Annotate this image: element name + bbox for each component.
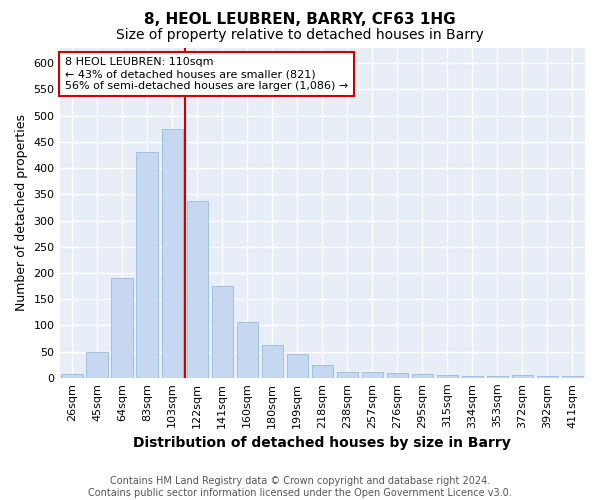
Bar	[187, 200, 208, 378]
Bar	[337, 372, 358, 378]
Text: 8, HEOL LEUBREN, BARRY, CF63 1HG: 8, HEOL LEUBREN, BARRY, CF63 1HG	[144, 12, 456, 28]
Bar	[161, 129, 183, 378]
Bar	[562, 376, 583, 378]
Text: Size of property relative to detached houses in Barry: Size of property relative to detached ho…	[116, 28, 484, 42]
Bar	[287, 354, 308, 378]
Bar	[236, 322, 258, 378]
Bar	[512, 375, 533, 378]
Bar	[437, 375, 458, 378]
Y-axis label: Number of detached properties: Number of detached properties	[15, 114, 28, 311]
Bar	[362, 372, 383, 378]
Bar	[61, 374, 83, 378]
Bar	[387, 373, 408, 378]
Bar	[136, 152, 158, 378]
Bar	[262, 346, 283, 378]
Bar	[86, 352, 108, 378]
Text: Contains HM Land Registry data © Crown copyright and database right 2024.
Contai: Contains HM Land Registry data © Crown c…	[88, 476, 512, 498]
Bar	[487, 376, 508, 378]
Text: 8 HEOL LEUBREN: 110sqm
← 43% of detached houses are smaller (821)
56% of semi-de: 8 HEOL LEUBREN: 110sqm ← 43% of detached…	[65, 58, 348, 90]
Bar	[462, 376, 483, 378]
X-axis label: Distribution of detached houses by size in Barry: Distribution of detached houses by size …	[133, 436, 511, 450]
Bar	[412, 374, 433, 378]
Bar	[311, 364, 333, 378]
Bar	[212, 286, 233, 378]
Bar	[537, 376, 558, 378]
Bar	[112, 278, 133, 378]
